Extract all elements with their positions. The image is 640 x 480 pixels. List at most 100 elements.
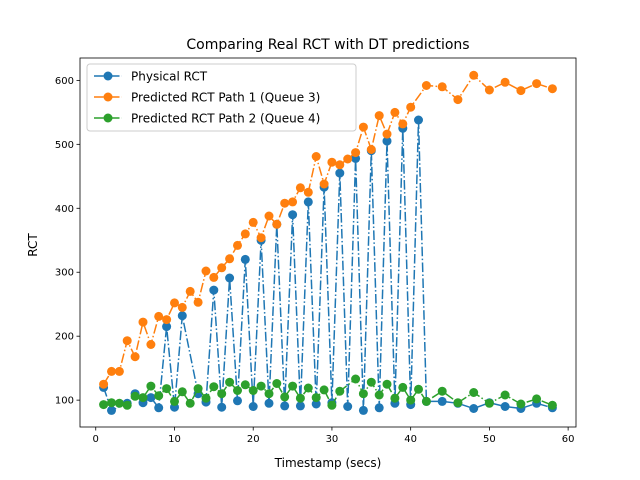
data-point (414, 115, 423, 125)
legend-marker (103, 71, 113, 81)
data-point (288, 381, 298, 391)
data-point (130, 391, 140, 401)
data-point (382, 379, 392, 389)
plot-frame (79, 57, 577, 428)
data-point (288, 197, 298, 207)
plot-area (99, 70, 557, 415)
data-point (107, 405, 116, 415)
data-point (162, 384, 172, 394)
data-point (295, 401, 305, 411)
y-tick-label: 600 (55, 76, 74, 87)
data-point (146, 393, 156, 403)
data-point (437, 82, 447, 92)
data-point (146, 381, 156, 391)
data-point (516, 86, 526, 96)
data-point (217, 402, 227, 412)
data-point (374, 111, 384, 121)
data-point (343, 154, 353, 164)
data-point (177, 311, 187, 321)
data-point (335, 168, 345, 178)
data-point (248, 402, 258, 411)
data-point (240, 229, 250, 239)
x-tick-label: 20 (247, 434, 260, 445)
data-point (114, 398, 124, 408)
data-point (256, 233, 266, 243)
data-point (469, 388, 479, 397)
data-point (437, 396, 447, 406)
series-2 (99, 70, 557, 389)
data-point (154, 391, 164, 401)
axes: 0 10 20 30 40 50 60 100 200 300 400 500 600 (55, 57, 577, 445)
series-3 (99, 374, 557, 410)
data-point (170, 298, 179, 308)
y-tick-label: 300 (55, 268, 74, 279)
data-point (311, 399, 321, 409)
data-point (335, 160, 345, 170)
data-point (272, 219, 282, 229)
data-point (264, 211, 274, 221)
data-point (358, 405, 368, 415)
data-point (256, 381, 266, 391)
data-point (390, 107, 400, 117)
data-point (130, 352, 140, 362)
data-point (248, 386, 258, 395)
data-point (406, 395, 416, 405)
legend-entry-2: Predicted RCT Path 1 (Queue 3) (94, 91, 320, 105)
data-point (201, 393, 211, 403)
data-point (233, 240, 242, 250)
data-point (264, 389, 274, 399)
data-point (107, 398, 116, 408)
data-point (280, 198, 290, 208)
data-point (358, 389, 368, 399)
y-tick-label: 500 (55, 140, 74, 151)
data-point (311, 393, 321, 403)
data-point (114, 366, 124, 376)
data-point (516, 399, 526, 409)
data-point (217, 389, 227, 399)
data-point (366, 377, 376, 387)
x-tick-label: 50 (483, 434, 496, 445)
data-point (335, 386, 345, 396)
data-point (122, 400, 132, 410)
data-point (351, 374, 361, 384)
data-point (398, 119, 408, 129)
legend-marker (103, 92, 113, 102)
y-axis-label: RCT (26, 233, 40, 257)
data-point (233, 396, 242, 406)
data-point (469, 404, 479, 413)
data-point (366, 145, 376, 154)
data-point (547, 400, 557, 410)
legend-label: Predicted RCT Path 1 (Queue 3) (131, 91, 320, 105)
data-point (343, 402, 353, 411)
data-point (319, 179, 329, 189)
data-point (437, 386, 447, 396)
data-point (500, 402, 510, 411)
data-point (209, 382, 219, 392)
data-point (138, 317, 148, 327)
data-point (280, 401, 290, 411)
data-point (288, 210, 298, 220)
x-tick-label: 30 (326, 434, 339, 445)
legend-entry-1: Physical RCT (94, 70, 208, 84)
data-point (319, 385, 329, 395)
data-point (162, 322, 172, 332)
data-point (225, 273, 235, 283)
data-point (225, 377, 235, 387)
data-point (170, 396, 179, 406)
data-point (500, 77, 510, 87)
x-axis-label: Timestamp (secs) (274, 456, 382, 470)
data-point (358, 122, 368, 132)
x-tick-label: 10 (168, 434, 181, 445)
data-point (351, 148, 361, 158)
data-point (107, 366, 116, 376)
data-point (303, 187, 313, 197)
data-point (185, 398, 195, 408)
legend-label: Predicted RCT Path 2 (Queue 4) (131, 112, 320, 126)
data-point (532, 394, 542, 404)
data-point (193, 297, 203, 307)
data-point (327, 157, 337, 167)
data-point (547, 84, 557, 94)
legend-entry-3: Predicted RCT Path 2 (Queue 4) (94, 112, 320, 126)
x-tick-label: 0 (93, 434, 99, 445)
data-point (390, 393, 400, 403)
